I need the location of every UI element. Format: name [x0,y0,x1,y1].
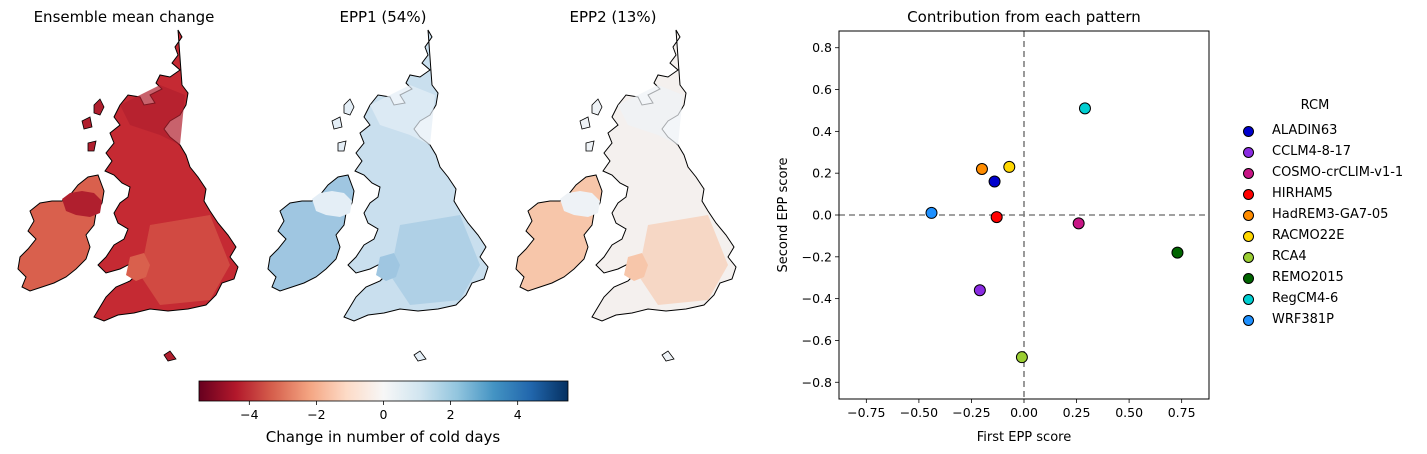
scotland-shading [120,85,185,145]
legend-marker [1243,231,1254,242]
colorbar-tick-label: −4 [240,407,258,422]
point-hirham5 [990,211,1003,224]
legend-label: HIRHAM5 [1272,186,1333,201]
point-wrf381p [925,206,938,219]
colorbar-tick-label: 0 [380,407,388,422]
island-shape [81,116,93,130]
point-racmo22e [1003,160,1016,173]
x-axis-label: First EPP score [977,430,1071,445]
island-shape [163,350,177,362]
northern-ireland-shape [560,191,600,217]
island-shape [93,98,105,116]
x-ticks: −0.75 −0.50 −0.25 0.00 0.25 0.50 0.75 [847,399,1196,420]
legend-label: RCA4 [1272,249,1307,264]
colorbar: −4 −2 0 2 4 Change in number of cold days [198,380,569,446]
england-shading [390,215,480,305]
island-shape [579,116,591,130]
map-title-ensemble-mean: Ensemble mean change [33,8,215,26]
y-tick-label: −0.2 [802,249,832,264]
island-shape [661,350,675,362]
england-shading [638,215,728,305]
legend-label: RegCM4-6 [1272,291,1339,306]
x-tick-label: 0.00 [1010,405,1038,420]
y-tick-label: −0.4 [802,291,832,306]
island-shape [585,140,595,152]
scotland-shading [370,85,435,145]
x-tick-label: 0.50 [1115,405,1143,420]
y-tick-label: 0.4 [812,124,832,139]
wales-shape [624,253,648,281]
legend-label: REMO2015 [1272,270,1344,285]
map-epp1 [267,29,489,362]
legend-label: ALADIN63 [1272,123,1338,138]
data-points [925,102,1184,364]
colorbar-label: Change in number of cold days [266,428,501,446]
legend-title: RCM [1300,98,1330,113]
northern-ireland-shape [62,191,102,217]
point-rca4 [1015,351,1028,364]
island-shape [331,116,343,130]
y-tick-label: 0.6 [812,82,832,97]
legend-marker [1243,126,1254,137]
colorbar-tick-label: 4 [514,407,522,422]
legend-label: RACMO22E [1272,228,1345,243]
legend-marker [1243,147,1254,158]
legend-label: WRF381P [1272,312,1335,327]
map-ensemble-mean [17,29,239,362]
map-shapes [515,29,737,362]
map-epp2 [515,29,737,362]
island-shape [87,140,97,152]
x-tick-label: 0.25 [1063,405,1091,420]
legend-marker [1243,189,1254,200]
scotland-shading [618,85,683,145]
y-tick-label: 0.8 [812,40,832,55]
legend-marker [1243,315,1254,326]
y-ticks: −0.8 −0.6 −0.4 −0.2 0.0 0.2 0.4 0.6 0.8 [802,40,839,390]
y-tick-label: 0.2 [812,166,832,181]
island-shape [413,350,427,362]
legend-marker [1243,294,1254,305]
y-tick-label: −0.8 [802,375,832,390]
legend-label: CCLM4-8-17 [1272,144,1352,159]
chart-title: Contribution from each pattern [907,8,1141,26]
reference-lines [839,31,1209,399]
x-tick-label: −0.50 [900,405,938,420]
map-title-epp1: EPP1 (54%) [339,8,427,26]
england-shading [140,215,230,305]
island-shape [591,98,603,116]
legend-marker [1243,210,1254,221]
wales-shape [376,253,400,281]
island-shape [343,98,355,116]
point-aladin63 [988,175,1001,188]
point-remo2015 [1171,246,1184,259]
x-tick-label: −0.75 [847,405,885,420]
point-hadrem3-ga7-05 [975,163,988,175]
point-regcm4-6 [1078,102,1091,115]
island-shape [337,140,347,152]
y-tick-label: −0.6 [802,333,832,348]
legend-marker [1243,273,1254,284]
map-title-epp2: EPP2 (13%) [569,8,657,26]
colorbar-tick-label: 2 [447,407,455,422]
colorbar-ticks: −4 −2 0 2 4 [240,401,522,422]
x-tick-label: −0.25 [952,405,990,420]
plot-frame [838,30,1210,400]
map-shapes [267,29,489,362]
point-cosmo-crclim-v1-1 [1072,217,1085,230]
northern-ireland-shape [312,191,352,217]
legend-marker [1243,168,1254,179]
legend-marker [1243,252,1254,263]
x-tick-label: 0.75 [1168,405,1196,420]
legend-label: HadREM3-GA7-05 [1272,207,1389,222]
colorbar-tick-label: −2 [307,407,325,422]
y-tick-label: 0.0 [812,208,832,223]
point-cclm4-8-17 [973,284,986,297]
y-axis-label: Second EPP score [776,158,791,273]
wales-shape [126,253,150,281]
map-shapes [17,29,239,362]
legend-label: COSMO-crCLIM-v1-1 [1272,165,1404,180]
